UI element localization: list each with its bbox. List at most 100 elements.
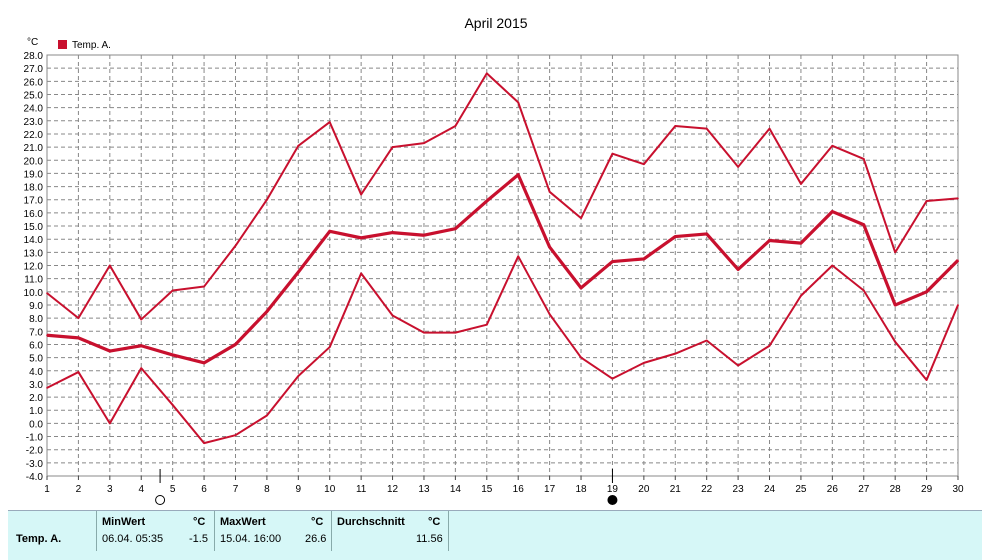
data-point	[423, 234, 425, 237]
y-tick-label: 24.0	[24, 104, 44, 115]
y-tick-label: 8.0	[29, 314, 43, 325]
x-tick-label: 19	[607, 484, 619, 495]
data-point	[957, 197, 959, 200]
data-point	[266, 310, 268, 313]
y-axis-unit: °C	[27, 37, 38, 48]
x-tick-label: 28	[890, 484, 902, 495]
chart-title: April 2015	[464, 15, 527, 31]
data-point	[109, 350, 111, 352]
x-axis-ticks: 1 2 3 4 5 6 7 8 9 10 11 12 13 14 15 16 17 18 19 20 21 22 23 24 2…	[44, 476, 964, 495]
data-point	[674, 125, 677, 127]
y-tick-label: 20.0	[24, 156, 44, 167]
data-point	[737, 268, 739, 271]
data-point	[580, 287, 582, 289]
data-point	[862, 158, 865, 160]
data-point	[423, 142, 425, 144]
data-point	[266, 198, 268, 201]
data-point	[517, 255, 520, 258]
data-point	[454, 331, 457, 334]
y-tick-label: 14.0	[24, 235, 44, 246]
data-point	[328, 346, 331, 348]
x-tick-label: 22	[701, 484, 713, 495]
max-datetime: 15.04. 16:00	[220, 533, 282, 545]
data-point	[328, 121, 331, 123]
data-point	[894, 304, 896, 306]
x-tick-label: 7	[233, 484, 239, 495]
full-moon-icon	[607, 495, 618, 505]
min-unit: °C	[193, 516, 206, 528]
data-point	[454, 227, 457, 230]
stats-row-label: Temp. A.	[16, 533, 62, 545]
y-tick-label: 21.0	[24, 143, 44, 154]
min-cell: MinWert °C 06.04. 05:35 -1.5	[96, 511, 213, 551]
temperature-chart: April 2015 °C Temp. A. -4.0 -3.0 -2.0 -1.0 0…	[24, 15, 964, 505]
x-tick-label: 16	[513, 484, 525, 495]
y-tick-label: 12.0	[24, 262, 44, 273]
data-point	[705, 127, 708, 130]
min-datetime: 06.04. 05:35	[102, 533, 164, 545]
avg-value: 11.56	[416, 533, 443, 545]
data-point	[203, 362, 205, 364]
data-point	[140, 367, 143, 369]
data-point	[957, 304, 959, 306]
series-group	[46, 72, 960, 445]
data-point	[517, 173, 520, 176]
x-tick-label: 24	[764, 484, 776, 495]
x-tick-label: 10	[324, 484, 336, 495]
x-tick-label: 26	[827, 484, 839, 495]
y-tick-label: 16.0	[24, 209, 44, 220]
data-point	[580, 356, 582, 359]
data-point	[203, 285, 205, 288]
x-tick-label: 12	[387, 484, 399, 495]
data-point	[831, 264, 834, 267]
x-tick-label: 11	[356, 484, 367, 495]
data-point	[360, 272, 362, 275]
x-tick-label: 18	[575, 484, 587, 495]
max-cell: MaxWert °C 15.04. 16:00 26.6	[214, 511, 331, 551]
legend-swatch	[58, 40, 67, 49]
x-tick-label: 5	[170, 484, 176, 495]
y-tick-label: -1.0	[26, 433, 44, 444]
data-point	[454, 125, 457, 127]
y-tick-label: 1.0	[29, 406, 43, 417]
data-point	[171, 354, 174, 356]
data-point	[391, 231, 394, 234]
data-point	[768, 127, 771, 130]
data-point	[423, 331, 425, 334]
y-tick-label: 9.0	[29, 301, 43, 312]
x-tick-label: 14	[450, 484, 462, 495]
data-point	[548, 191, 551, 193]
data-point	[800, 183, 802, 185]
data-point	[46, 334, 48, 337]
data-point	[548, 313, 551, 315]
data-point	[548, 246, 551, 248]
data-point	[643, 362, 645, 364]
x-tick-label: 30	[952, 484, 964, 495]
data-point	[485, 200, 488, 202]
data-point	[894, 251, 896, 254]
data-point	[485, 323, 488, 326]
data-point	[46, 292, 48, 294]
x-tick-label: 6	[201, 484, 207, 495]
data-point	[643, 163, 645, 165]
data-point	[360, 237, 362, 239]
x-tick-label: 17	[544, 484, 556, 495]
y-tick-label: 17.0	[24, 196, 44, 207]
data-point	[171, 404, 174, 406]
x-tick-label: 13	[418, 484, 430, 495]
data-point	[391, 314, 394, 317]
data-point	[46, 387, 48, 389]
data-point	[297, 144, 300, 147]
y-tick-label: 13.0	[24, 248, 44, 259]
y-tick-label: -3.0	[26, 459, 44, 470]
data-point	[517, 101, 520, 104]
data-point	[391, 146, 394, 148]
x-tick-label: 29	[921, 484, 933, 495]
y-axis-ticks: -4.0 -3.0 -2.0 -1.0 0.0 1.0 2.0 3.0 4.0 5.0 6.0 7.0…	[24, 51, 44, 483]
series-line-1	[46, 72, 959, 321]
data-point	[234, 343, 237, 346]
y-tick-label: 23.0	[24, 117, 44, 128]
y-tick-label: 27.0	[24, 64, 44, 75]
y-tick-label: 25.0	[24, 90, 44, 101]
y-tick-label: 7.0	[29, 327, 43, 338]
